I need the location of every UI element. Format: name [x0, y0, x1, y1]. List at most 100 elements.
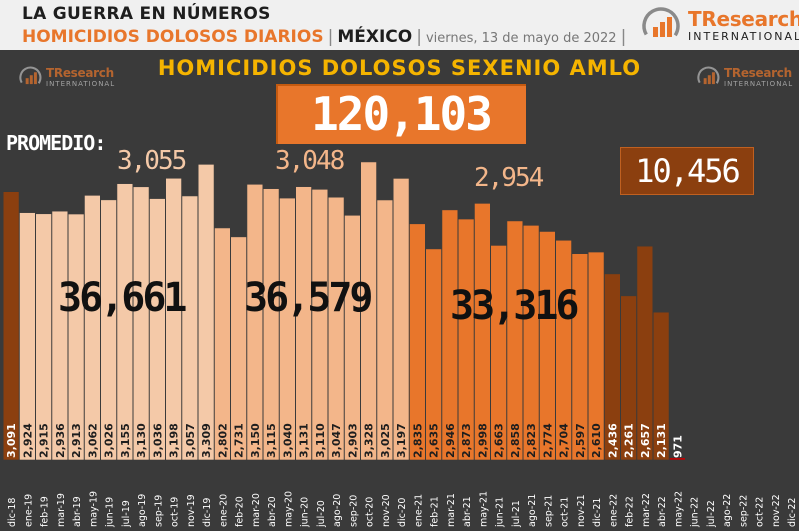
x-tick-abr-19: abr-19	[72, 496, 83, 527]
logo-brand: TResearch	[688, 6, 799, 31]
bar-jul-19	[116, 183, 134, 461]
total-2022-box: 10,456	[620, 147, 754, 195]
data-label-dic-21: 2,610	[590, 423, 603, 458]
promedio-label: PROMEDIO:	[6, 131, 106, 155]
x-tick-may-22: may-22	[673, 491, 684, 527]
header-separator: |	[327, 27, 334, 47]
bar-ene-22	[604, 273, 621, 461]
x-tick-oct-19: oct-19	[170, 497, 181, 527]
total-box: 120,103	[276, 84, 526, 144]
x-tick-oct-20: oct-20	[365, 497, 376, 527]
bar-mar-20	[246, 183, 264, 461]
x-tick-jun-21: jun-21	[495, 497, 506, 528]
data-label-ene-22: 2,436	[606, 423, 619, 458]
bar-jul-21	[506, 220, 524, 461]
data-label-dic-19: 3,309	[200, 423, 213, 458]
bar-abr-21	[457, 218, 475, 461]
data-label-jul-20: 3,110	[314, 423, 327, 458]
data-label-abr-19: 2,913	[70, 423, 83, 458]
bar-feb-20	[230, 236, 247, 461]
header-title: LA GUERRA EN NÚMEROS	[22, 4, 271, 24]
data-label-ene-19: 2,924	[21, 423, 34, 458]
bar-dic-18	[2, 191, 20, 461]
data-label-jun-20: 3,131	[298, 423, 311, 458]
bar-dic-21	[587, 251, 605, 461]
header-separator-2: |	[416, 27, 422, 47]
bar-feb-21	[425, 248, 442, 461]
x-tick-sep-21: sep-21	[543, 495, 554, 527]
bar-ene-19	[19, 212, 36, 461]
bar-dic-19	[197, 164, 215, 461]
x-tick-jun-22: jun-22	[690, 497, 701, 528]
logo-icon	[697, 66, 720, 89]
data-label-abr-20: 3,115	[265, 423, 278, 458]
x-tick-ago-21: ago-21	[527, 494, 538, 527]
x-tick-may-20: may-20	[283, 491, 294, 527]
bar-ago-21	[522, 225, 540, 461]
x-tick-may-21: may-21	[478, 491, 489, 527]
x-tick-dic-19: dic-19	[202, 498, 213, 527]
logo-sub: INTERNATIONAL	[688, 29, 799, 43]
bar-ago-19	[132, 186, 150, 461]
x-tick-feb-20: feb-20	[235, 496, 246, 527]
x-tick-dic-22: dic-22	[787, 498, 798, 527]
data-label-feb-19: 2,915	[38, 423, 51, 458]
promedio-2020: 3,048	[275, 146, 345, 176]
data-label-jul-21: 2,858	[509, 423, 522, 458]
total-2020: 36,579	[244, 275, 373, 321]
bar-dic-20	[392, 178, 410, 461]
data-label-nov-21: 2,597	[574, 423, 587, 458]
data-label-mar-20: 3,150	[249, 423, 262, 458]
x-tick-ago-19: ago-19	[137, 494, 148, 527]
x-tick-mar-19: mar-19	[56, 493, 67, 527]
x-tick-nov-19: nov-19	[186, 494, 197, 527]
total-2019: 36,661	[58, 275, 187, 321]
data-label-may-22: 971	[671, 435, 684, 458]
bar-nov-19	[181, 195, 199, 461]
data-label-mar-21: 2,946	[444, 423, 457, 458]
x-tick-feb-19: feb-19	[40, 496, 51, 527]
data-label-sep-21: 2,774	[541, 423, 554, 458]
data-label-ago-20: 3,047	[330, 423, 343, 458]
header-subtitle: HOMICIDIOS DOLOSOS DIARIOS | MÉXICO | vierne…	[22, 27, 630, 47]
header-separator-3: |	[620, 27, 627, 47]
data-label-mar-19: 2,936	[54, 423, 67, 458]
promedio-2019: 3,055	[117, 146, 187, 176]
bar-oct-19	[165, 177, 182, 461]
logo-icon	[642, 7, 680, 45]
x-tick-abr-20: abr-20	[267, 496, 278, 527]
x-tick-nov-20: nov-20	[381, 494, 392, 527]
x-tick-dic-18: dic-18	[7, 498, 18, 527]
data-label-feb-20: 2,731	[233, 423, 246, 458]
x-tick-sep-22: sep-22	[738, 495, 749, 527]
data-label-may-20: 3,040	[281, 423, 294, 458]
x-tick-sep-20: sep-20	[348, 495, 359, 527]
bar-mar-22	[636, 245, 654, 461]
bar-may-20	[279, 197, 296, 461]
x-tick-may-19: may-19	[88, 491, 99, 527]
x-tick-oct-22: oct-22	[755, 497, 766, 527]
x-tick-abr-21: abr-21	[462, 496, 473, 527]
brand-logo-header: TResearch INTERNATIONAL	[640, 5, 799, 45]
x-tick-nov-21: nov-21	[576, 494, 587, 527]
x-tick-jun-19: jun-19	[105, 497, 116, 528]
data-label-jul-19: 3,155	[119, 423, 132, 458]
header-subtitle-country: MÉXICO	[337, 27, 413, 47]
data-label-may-19: 3,062	[86, 423, 99, 458]
logo-sub-right: INTERNATIONAL	[724, 79, 794, 88]
bar-may-19	[84, 195, 101, 461]
data-label-jun-19: 3,026	[103, 423, 116, 458]
data-label-feb-21: 2,635	[428, 423, 441, 458]
header-bar: LA GUERRA EN NÚMEROS HOMICIDIOS DOLOSOS …	[0, 0, 799, 50]
x-tick-jul-21: jul-21	[511, 500, 522, 528]
data-label-ene-21: 2,835	[411, 423, 424, 458]
brand-logo-right: TResearch INTERNATIONAL	[696, 64, 793, 90]
x-tick-ene-22: ene-22	[608, 494, 619, 527]
data-label-jun-21: 2,663	[493, 423, 506, 458]
bar-oct-21	[555, 239, 572, 461]
logo-icon	[19, 66, 42, 89]
bar-jun-21	[490, 245, 507, 461]
x-tick-jul-22: jul-22	[706, 500, 717, 528]
data-label-ago-19: 3,130	[135, 423, 148, 458]
bar-ene-20	[214, 227, 231, 461]
